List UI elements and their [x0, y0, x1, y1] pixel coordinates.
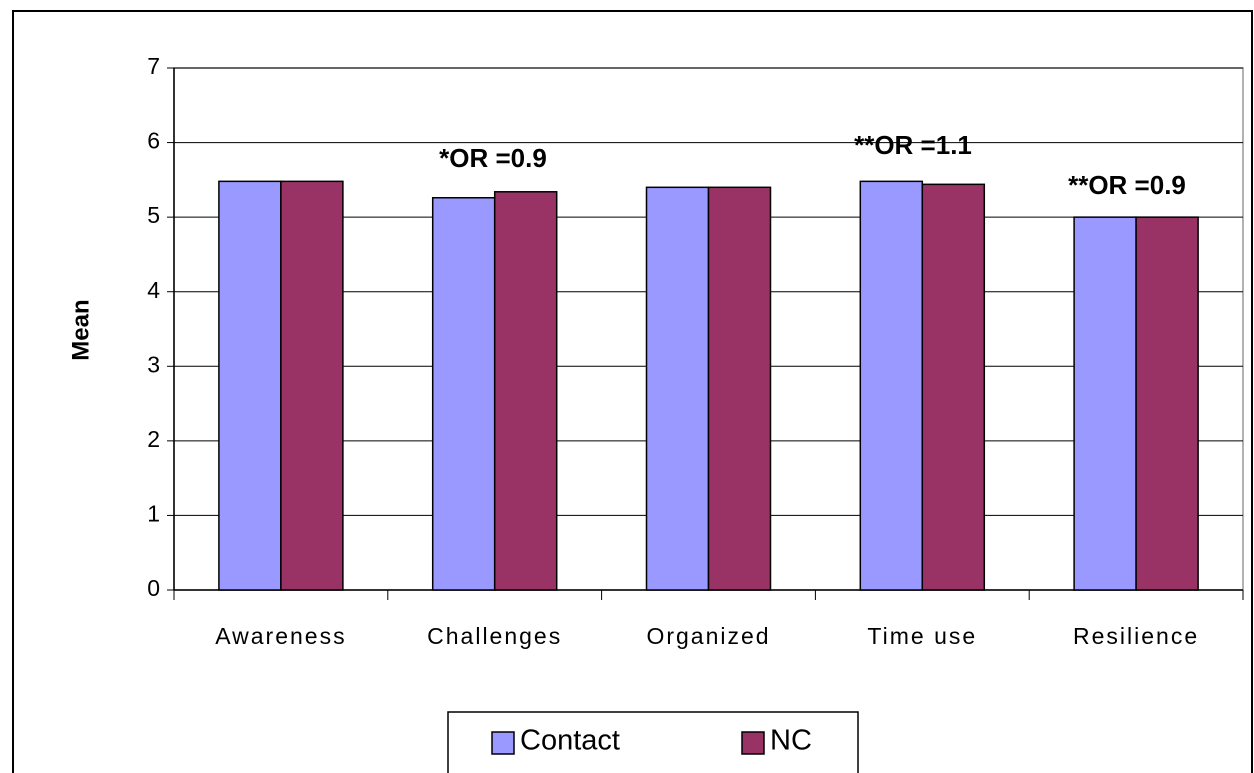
bar	[218, 180, 282, 591]
bar	[707, 186, 772, 591]
y-tick-label: 3	[147, 351, 160, 377]
y-tick-label: 2	[147, 426, 160, 452]
bar	[921, 183, 986, 591]
annotation: *OR =0.9	[439, 143, 547, 173]
y-tick-label: 0	[147, 575, 160, 601]
x-tick-label: Awareness	[215, 623, 346, 649]
x-tick-label: Challenges	[427, 623, 562, 649]
annotation: **OR =1.1	[854, 130, 972, 160]
legend-label: NC	[770, 725, 812, 757]
x-tick-label: Resilience	[1073, 623, 1199, 649]
bar	[431, 197, 496, 591]
bar	[859, 180, 924, 591]
y-tick-label: 7	[147, 53, 160, 79]
x-tick-label: Organized	[646, 623, 770, 649]
y-axis-label: Mean	[67, 299, 94, 360]
legend-swatch	[491, 731, 515, 755]
y-tick-label: 1	[147, 501, 160, 527]
legend-label: Contact	[520, 725, 620, 757]
legend-box	[447, 711, 859, 773]
bar	[645, 186, 710, 591]
annotation: **OR =0.9	[1068, 170, 1186, 200]
y-tick-label: 4	[147, 277, 160, 303]
chart-frame	[12, 10, 1253, 773]
bar	[1135, 216, 1199, 591]
bar	[493, 191, 558, 591]
legend-swatch	[741, 731, 765, 755]
y-tick-label: 6	[147, 128, 160, 154]
bar	[1073, 216, 1137, 591]
bar	[280, 180, 344, 591]
x-tick-label: Time use	[867, 623, 977, 649]
y-tick-label: 5	[147, 202, 160, 228]
